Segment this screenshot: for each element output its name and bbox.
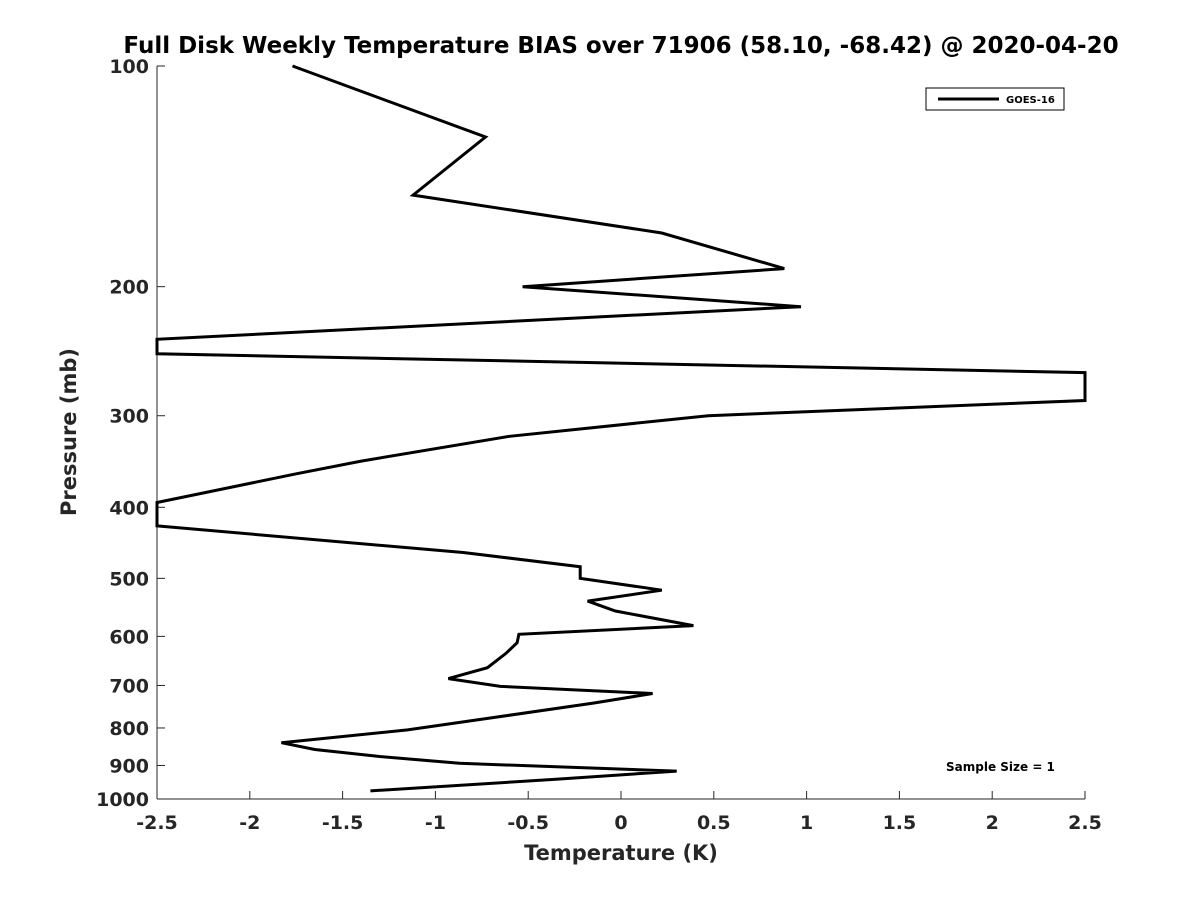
y-tick-label: 700 [109,675,149,697]
legend-entry-goes-16: GOES-16 [1006,95,1055,106]
y-axis-label: Pressure (mb) [57,348,81,516]
x-tick-label: -1.5 [322,812,364,834]
x-tick-label: 1 [800,812,813,834]
x-tick-label: -2 [239,812,260,834]
y-tick-label: 800 [109,718,149,740]
sample-size-annotation: Sample Size = 1 [946,760,1055,774]
y-tick-label: 200 [109,277,149,299]
y-tick-label: 400 [109,497,149,519]
y-ticks: 100 200 300 400 500 600 700 800 900 1000 [96,56,165,811]
x-tick-label: -1 [425,812,446,834]
x-tick-label: 0 [614,812,627,834]
y-tick-label: 500 [109,568,149,590]
legend: GOES-16 [925,87,1065,111]
x-tick-label: 2 [986,812,999,834]
x-tick-label: 2.5 [1068,812,1102,834]
x-tick-label: -2.5 [136,812,178,834]
chart-title: Full Disk Weekly Temperature BIAS over 7… [123,33,1118,59]
y-tick-label: 1000 [96,789,149,811]
x-tick-label: 1.5 [883,812,917,834]
y-tick-label: 100 [109,56,149,78]
x-tick-label: 0.5 [697,812,731,834]
x-tick-label: -0.5 [507,812,549,834]
series-line-goes-16 [155,64,1087,793]
y-tick-label: 300 [109,406,149,428]
y-tick-label: 600 [109,626,149,648]
x-axis-label: Temperature (K) [524,841,718,865]
y-tick-label: 900 [109,755,149,777]
data-series [155,64,1087,793]
x-ticks: -2.5 -2 -1.5 -1 -0.5 0 0.5 1 1.5 2 2.5 [136,791,1102,834]
